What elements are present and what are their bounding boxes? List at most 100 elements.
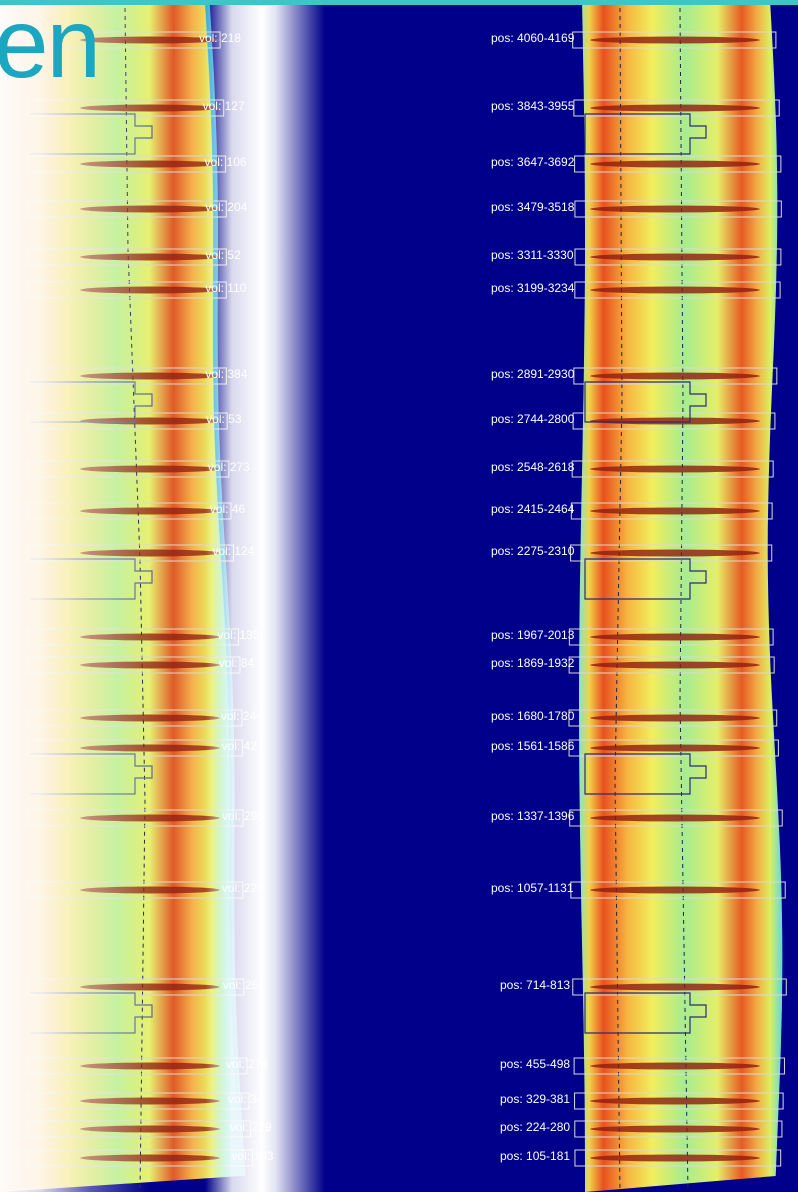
left-band (80, 549, 220, 557)
left-band (80, 507, 220, 515)
right-region-box (573, 1057, 785, 1075)
position-label: pos: 2548-2618 (491, 460, 575, 474)
position-label: pos: 2891-2930 (491, 367, 575, 381)
left-band (80, 983, 220, 991)
right-callout-shape (584, 992, 707, 1034)
left-band (80, 160, 220, 168)
left-band (80, 1154, 220, 1162)
right-band (590, 465, 760, 473)
right-region-box (568, 656, 775, 674)
right-band (590, 253, 760, 261)
left-band (80, 253, 220, 261)
left-band (80, 744, 220, 752)
right-region-box (572, 31, 777, 49)
left-band (80, 1097, 220, 1105)
right-band (590, 983, 760, 991)
left-band (80, 286, 220, 294)
position-label: pos: 4060-4169 (491, 31, 575, 45)
right-callout-shape (584, 753, 707, 795)
left-band (80, 205, 220, 213)
volume-label: vol: 254 (222, 978, 265, 992)
left-band (80, 104, 220, 112)
right-region-box (573, 99, 780, 117)
right-band (590, 160, 760, 168)
right-region-box (571, 460, 774, 478)
right-region-box (574, 200, 782, 218)
volume-label: vol: 229 (229, 1120, 272, 1134)
volume-label: vol: 384 (205, 367, 248, 381)
right-band (590, 1125, 760, 1133)
position-label: pos: 3311-3330 (491, 248, 574, 262)
volume-label: vol: 295 (222, 809, 265, 823)
right-band (590, 549, 760, 557)
position-label: pos: 329-381 (500, 1092, 571, 1106)
volume-label: vol: 42 (221, 739, 257, 753)
volume-label: vol: 274 (225, 1057, 268, 1071)
left-band (80, 1062, 220, 1070)
right-region-box (574, 281, 781, 299)
position-label: pos: 224-280 (500, 1120, 571, 1134)
position-label: pos: 455-498 (500, 1057, 571, 1071)
volume-label: vol: 53 (206, 412, 242, 426)
right-region-box (568, 739, 779, 757)
position-label: pos: 3843-3955 (491, 99, 575, 113)
right-band (590, 205, 760, 213)
volume-label: vol: 226 (221, 881, 264, 895)
right-band (590, 886, 760, 894)
right-band (590, 1097, 760, 1105)
volume-label: vol: 103 (231, 1149, 274, 1163)
volume-label: vol: 84 (218, 656, 255, 670)
volume-label: vol: 52 (205, 248, 241, 262)
right-region-box (574, 248, 782, 266)
right-callout-shape (584, 558, 707, 600)
right-region-box (574, 1120, 783, 1138)
right-region-box (568, 628, 774, 646)
left-band (80, 661, 220, 669)
position-label: pos: 2744-2800 (491, 412, 575, 426)
right-region-boxes (568, 31, 787, 1167)
position-label: pos: 3479-3518 (491, 200, 575, 214)
right-region-box (568, 709, 778, 727)
right-region-box (569, 809, 783, 827)
right-band (590, 1154, 760, 1162)
position-label: pos: 1561-1586 (491, 739, 575, 753)
left-scan-strip (0, 0, 246, 1192)
volume-label: vol: 218 (198, 31, 241, 45)
volume-label: vol: 46 (209, 502, 246, 516)
left-band (80, 714, 220, 722)
volume-label: vol: 244 (220, 709, 263, 723)
position-label: pos: 2415-2464 (491, 502, 575, 516)
top-accent-stripe (0, 0, 798, 5)
right-region-box (572, 412, 776, 430)
right-band (590, 1062, 760, 1070)
volume-label: vol: 124 (212, 544, 255, 558)
title-fragment: en (0, 0, 101, 98)
left-band (80, 417, 220, 425)
right-band (590, 417, 760, 425)
right-band (590, 744, 760, 752)
left-band (80, 1125, 220, 1133)
right-region-box (570, 881, 786, 899)
volume-label: vol: 127 (202, 99, 245, 113)
position-label: pos: 714-813 (500, 978, 571, 992)
position-label: pos: 1967-2013 (491, 628, 575, 642)
position-label: pos: 2275-2310 (491, 544, 575, 558)
right-scan-strip (579, 0, 783, 1192)
position-label: pos: 3199-3234 (491, 281, 575, 295)
position-label: pos: 105-181 (500, 1149, 571, 1163)
volume-label: vol: 135 (217, 628, 260, 642)
right-band (590, 507, 760, 515)
right-band (590, 104, 760, 112)
right-region-box (574, 1149, 782, 1167)
volume-label: vol: 34 (227, 1092, 264, 1106)
right-band (590, 714, 760, 722)
left-band (80, 465, 220, 473)
right-band (590, 814, 760, 822)
position-label: pos: 1680-1780 (491, 709, 575, 723)
right-band (590, 661, 760, 669)
right-band (590, 36, 760, 44)
volume-label: vol: 273 (207, 460, 250, 474)
right-band (590, 372, 760, 380)
